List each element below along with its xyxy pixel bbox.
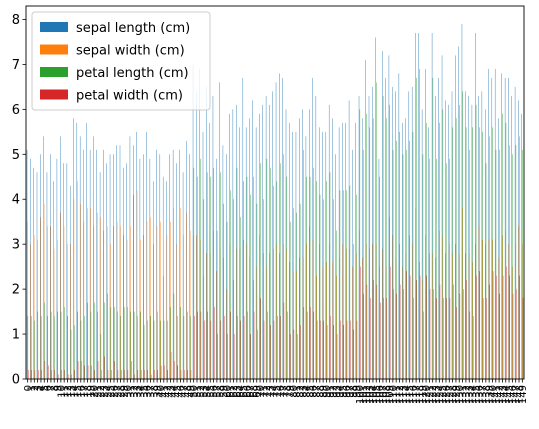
y-tick-label: 5 — [12, 148, 20, 163]
legend-label: petal width (cm) — [76, 89, 183, 104]
y-tick-label: 6 — [12, 103, 20, 118]
x-axis: 0123456789101112131415161718192021222324… — [23, 379, 529, 404]
y-tick-label: 3 — [12, 238, 20, 253]
legend-swatch — [40, 90, 68, 100]
y-tick-label: 2 — [12, 283, 20, 298]
legend-swatch — [40, 67, 68, 77]
legend-label: sepal length (cm) — [76, 21, 190, 36]
x-tick-label: 149 — [518, 385, 529, 404]
y-tick-label: 7 — [12, 58, 20, 73]
legend: sepal length (cm) sepal width (cm) petal l… — [32, 12, 210, 110]
y-tick-label: 0 — [12, 373, 20, 388]
legend-label: sepal width (cm) — [76, 44, 185, 59]
y-tick-label: 8 — [12, 13, 20, 28]
y-tick-label: 1 — [12, 328, 20, 343]
legend-label: petal length (cm) — [76, 66, 189, 81]
y-axis: 0 1 2 3 4 5 6 7 8 — [12, 13, 26, 388]
legend-swatch — [40, 22, 68, 32]
legend-swatch — [40, 45, 68, 55]
y-tick-label: 4 — [12, 193, 20, 208]
